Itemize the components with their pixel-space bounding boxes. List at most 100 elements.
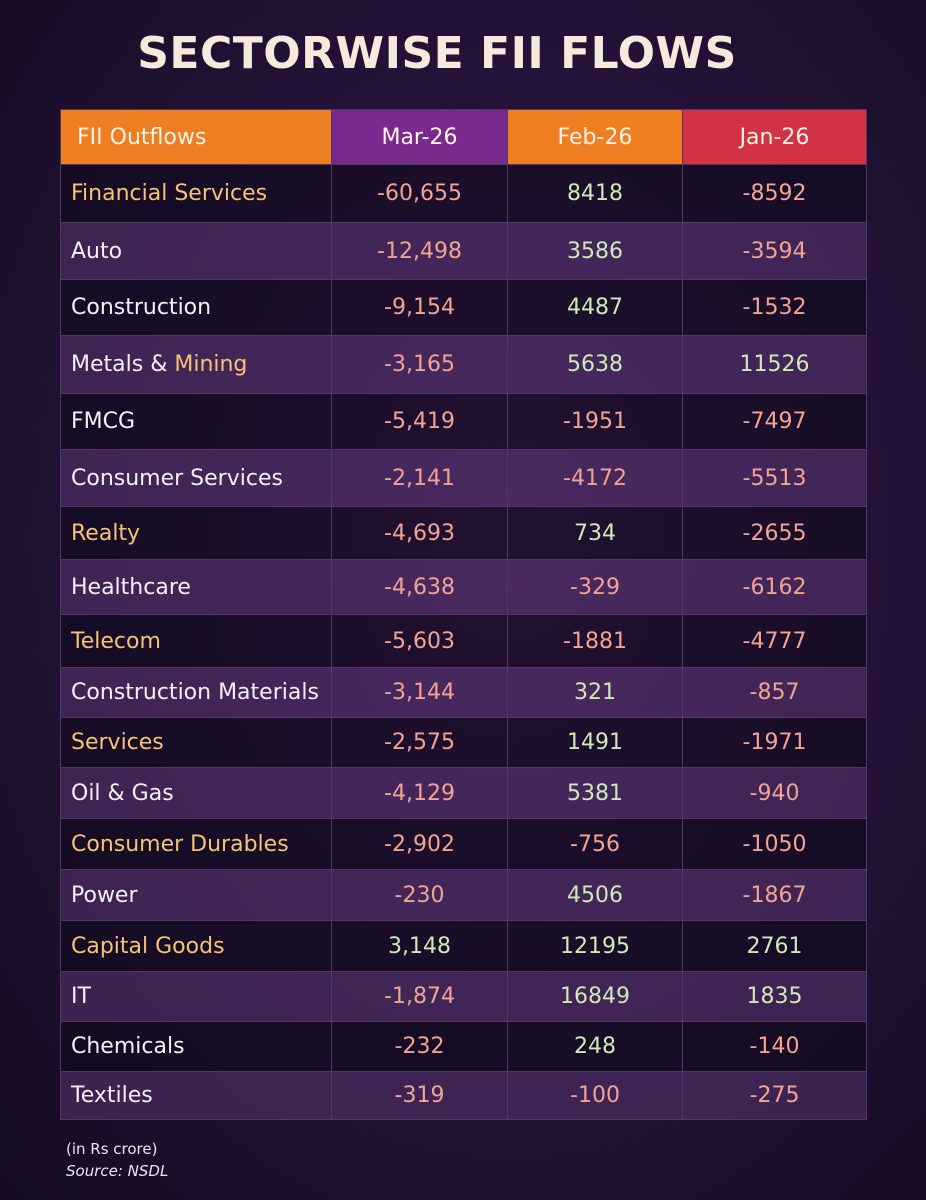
cell-feb-value: 248 [507, 1021, 683, 1072]
cell-feb-value: 4506 [507, 869, 683, 921]
cell-mar-value: -5,603 [331, 614, 508, 668]
cell-jan-value: -857 [682, 667, 867, 718]
table-row: Textiles -319 -100 -275 [60, 1071, 867, 1120]
cell-mar-value: -5,419 [331, 393, 508, 450]
header-fii-outflows: FII Outflows [60, 109, 332, 165]
table-row: Realty -4,693 734 -2655 [60, 506, 867, 560]
table-row: Power -230 4506 -1867 [60, 869, 867, 921]
table-body: Financial Services -60,655 8418 -8592 Auto -1… [60, 164, 867, 1120]
cell-jan-value: -1050 [682, 818, 867, 870]
sector-label: Consumer Durables [60, 818, 332, 870]
cell-mar-value: -60,655 [331, 164, 508, 223]
cell-jan-value: -3594 [682, 222, 867, 280]
fii-flows-table: FII Outflows Mar-26 Feb-26 Jan-26 Financ… [60, 109, 867, 1120]
cell-jan-value: -6162 [682, 559, 867, 615]
sector-label: Consumer Services [60, 449, 332, 507]
table-row: Metals & Mining -3,165 5638 11526 [60, 335, 867, 394]
cell-mar-value: -2,902 [331, 818, 508, 870]
cell-mar-value: -4,693 [331, 506, 508, 560]
cell-mar-value: -3,144 [331, 667, 508, 718]
sector-label: Capital Goods [60, 920, 332, 972]
cell-jan-value: -4777 [682, 614, 867, 668]
sector-label: FMCG [60, 393, 332, 450]
cell-feb-value: 5381 [507, 767, 683, 819]
sector-label: Healthcare [60, 559, 332, 615]
cell-feb-value: -756 [507, 818, 683, 870]
cell-feb-value: 16849 [507, 971, 683, 1022]
cell-mar-value: -230 [331, 869, 508, 921]
cell-mar-value: -232 [331, 1021, 508, 1072]
unit-note: (in Rs crore) [66, 1140, 158, 1158]
cell-mar-value: -9,154 [331, 279, 508, 336]
table-row: Healthcare -4,638 -329 -6162 [60, 559, 867, 615]
table-row: Services -2,575 1491 -1971 [60, 717, 867, 768]
table-row: Construction Materials -3,144 321 -857 [60, 667, 867, 718]
chart-title: SECTORWISE FII FLOWS [137, 28, 737, 79]
cell-mar-value: -319 [331, 1071, 508, 1120]
cell-feb-value: -329 [507, 559, 683, 615]
header-jan-26: Jan-26 [682, 109, 867, 165]
table-row: Construction -9,154 4487 -1532 [60, 279, 867, 336]
cell-jan-value: 11526 [682, 335, 867, 394]
cell-feb-value: 12195 [507, 920, 683, 972]
sector-label: Financial Services [60, 164, 332, 223]
header-row: FII Outflows Mar-26 Feb-26 Jan-26 [60, 109, 867, 165]
cell-jan-value: -275 [682, 1071, 867, 1120]
table-row: Auto -12,498 3586 -3594 [60, 222, 867, 280]
cell-mar-value: -4,129 [331, 767, 508, 819]
cell-feb-value: -100 [507, 1071, 683, 1120]
cell-jan-value: -140 [682, 1021, 867, 1072]
table-row: IT -1,874 16849 1835 [60, 971, 867, 1022]
source-note: Source: NSDL [66, 1162, 169, 1180]
cell-mar-value: -2,575 [331, 717, 508, 768]
sector-label: Auto [60, 222, 332, 280]
cell-jan-value: 1835 [682, 971, 867, 1022]
cell-mar-value: -12,498 [331, 222, 508, 280]
sector-label: IT [60, 971, 332, 1022]
sector-label: Realty [60, 506, 332, 560]
cell-jan-value: -5513 [682, 449, 867, 507]
cell-jan-value: -8592 [682, 164, 867, 223]
sector-label: Chemicals [60, 1021, 332, 1072]
cell-feb-value: 734 [507, 506, 683, 560]
cell-jan-value: -2655 [682, 506, 867, 560]
cell-mar-value: -3,165 [331, 335, 508, 394]
cell-jan-value: -7497 [682, 393, 867, 450]
footnote: (in Rs crore) Source: NSDL [66, 1138, 168, 1182]
sector-label-part: Metals & [71, 352, 175, 377]
sector-label: Construction [60, 279, 332, 336]
cell-mar-value: -1,874 [331, 971, 508, 1022]
cell-feb-value: 321 [507, 667, 683, 718]
sector-label: Construction Materials [60, 667, 332, 718]
sector-label: Services [60, 717, 332, 768]
table-row: Financial Services -60,655 8418 -8592 [60, 164, 867, 223]
table-row: Consumer Durables -2,902 -756 -1050 [60, 818, 867, 870]
sector-label-part-highlight: Mining [174, 352, 248, 377]
cell-feb-value: 4487 [507, 279, 683, 336]
cell-mar-value: -4,638 [331, 559, 508, 615]
sector-label: Telecom [60, 614, 332, 668]
header-mar-26: Mar-26 [331, 109, 508, 165]
sector-label: Textiles [60, 1071, 332, 1120]
cell-jan-value: -1532 [682, 279, 867, 336]
table-row: Chemicals -232 248 -140 [60, 1021, 867, 1072]
table-row: Telecom -5,603 -1881 -4777 [60, 614, 867, 668]
table-row: FMCG -5,419 -1951 -7497 [60, 393, 867, 450]
cell-jan-value: 2761 [682, 920, 867, 972]
cell-mar-value: -2,141 [331, 449, 508, 507]
header-feb-26: Feb-26 [507, 109, 683, 165]
sector-label: Power [60, 869, 332, 921]
table-row: Consumer Services -2,141 -4172 -5513 [60, 449, 867, 507]
cell-feb-value: -4172 [507, 449, 683, 507]
cell-mar-value: 3,148 [331, 920, 508, 972]
cell-jan-value: -1971 [682, 717, 867, 768]
sector-label: Metals & Mining [60, 335, 332, 394]
cell-feb-value: 3586 [507, 222, 683, 280]
cell-feb-value: 5638 [507, 335, 683, 394]
table-row: Capital Goods 3,148 12195 2761 [60, 920, 867, 972]
cell-jan-value: -940 [682, 767, 867, 819]
sector-label: Oil & Gas [60, 767, 332, 819]
cell-jan-value: -1867 [682, 869, 867, 921]
cell-feb-value: -1951 [507, 393, 683, 450]
cell-feb-value: 1491 [507, 717, 683, 768]
